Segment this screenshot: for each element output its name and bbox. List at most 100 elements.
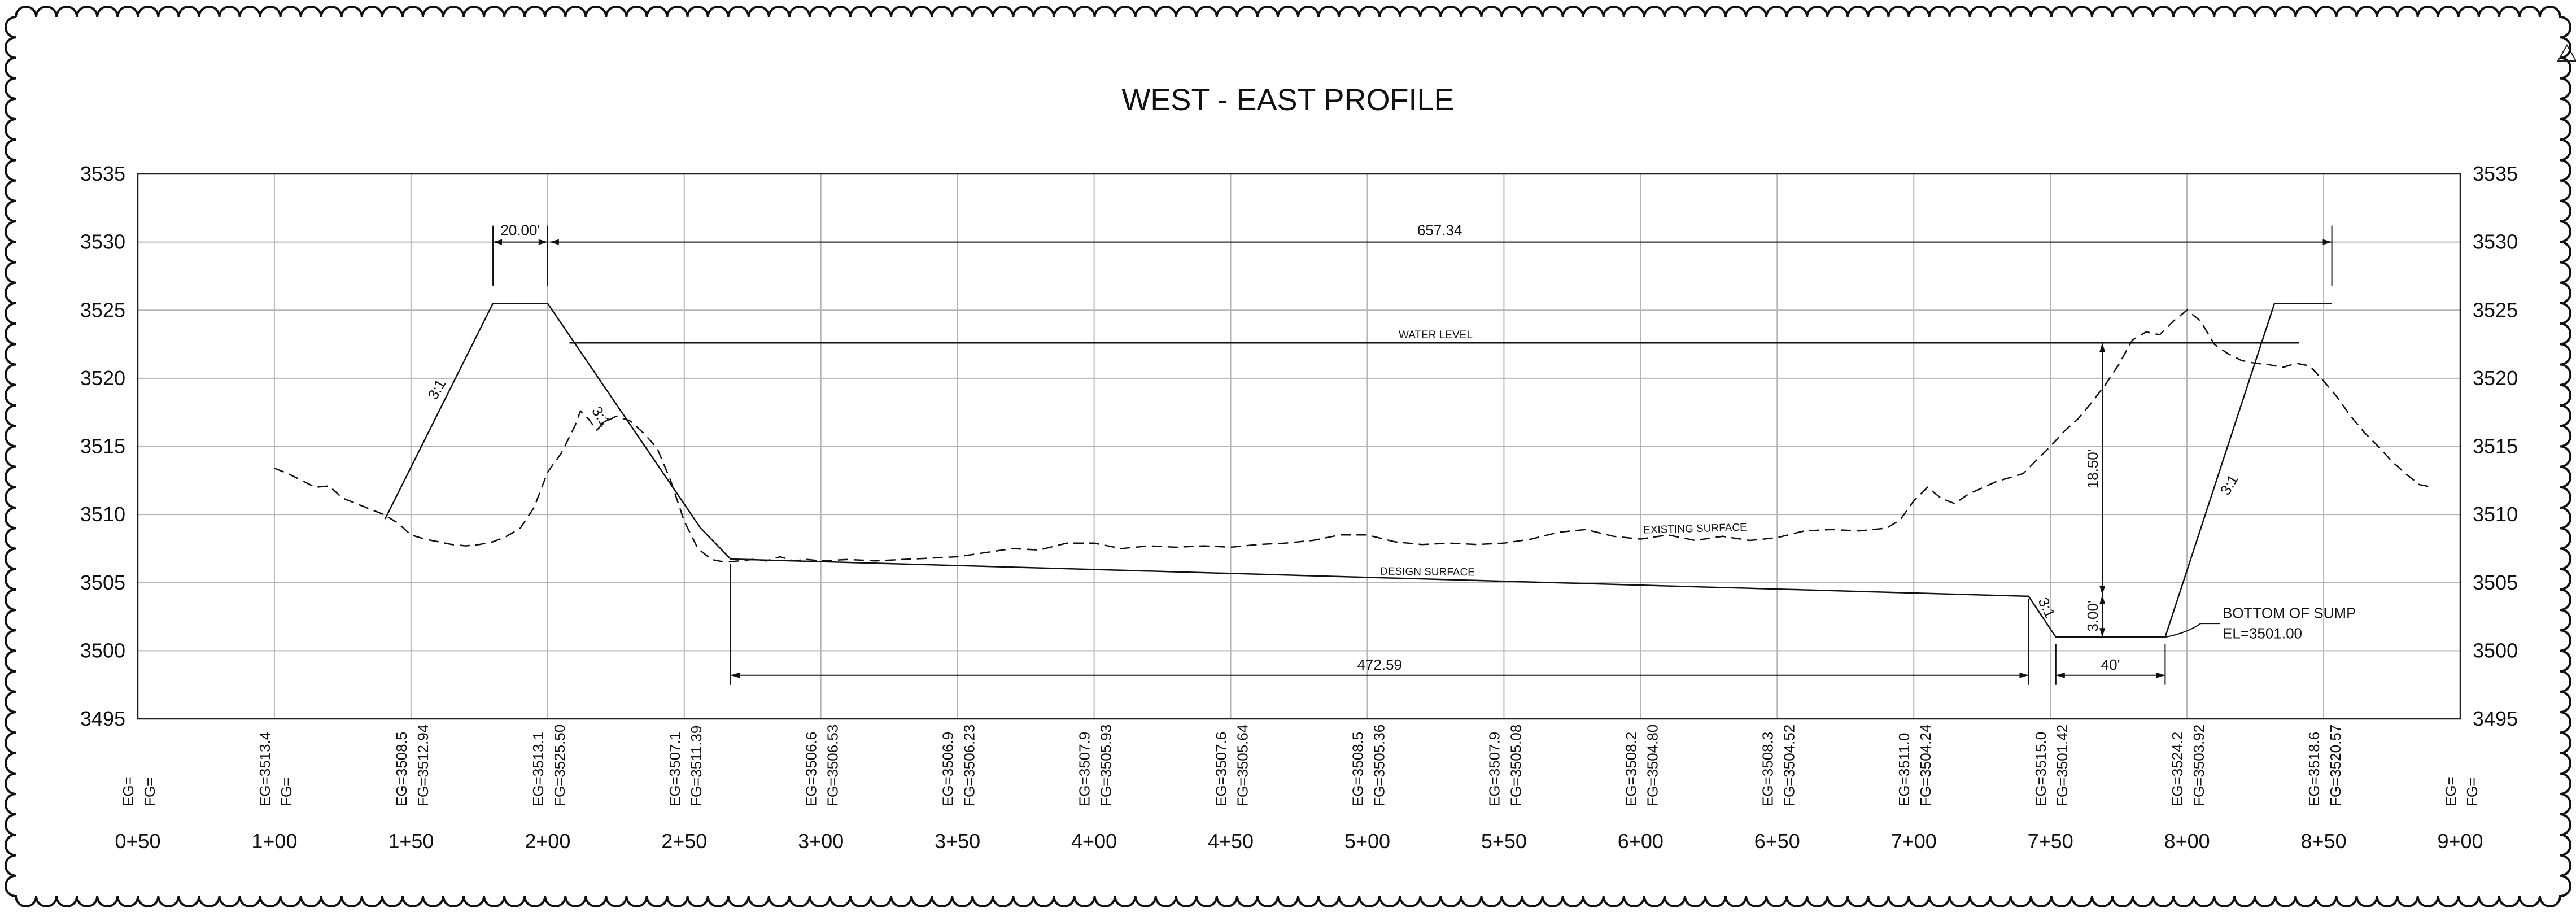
- station-eg-label: EG=: [2442, 776, 2459, 806]
- y-tick-label-right: 3535: [2473, 162, 2518, 185]
- x-tick-label: 8+50: [2301, 830, 2347, 853]
- dim-top-width-arrow-right: [538, 239, 548, 245]
- station-eg-label: EG=: [120, 776, 137, 806]
- dim-top-width-arrow-left: [493, 239, 503, 245]
- dim-bottom-arrow-right: [2019, 672, 2029, 678]
- x-tick-label: 5+50: [1481, 830, 1527, 853]
- station-eg-label: EG=3508.2: [1622, 732, 1639, 806]
- y-tick-label-left: 3495: [80, 707, 125, 730]
- y-tick-label-left: 3525: [80, 298, 125, 321]
- y-tick-label-right: 3500: [2473, 639, 2518, 662]
- dim-sump-depth-label: 3.00': [2084, 600, 2101, 632]
- station-eg-label: EG=3508.5: [1349, 732, 1366, 806]
- slope-label-3: 3:1: [2035, 595, 2059, 620]
- y-tick-label-right: 3530: [2473, 230, 2518, 254]
- x-tick-label: 3+50: [935, 830, 980, 853]
- station-fg-label: FG=3505.93: [1098, 725, 1115, 806]
- station-eg-label: EG=3507.1: [666, 732, 683, 806]
- station-eg-label: EG=3513.4: [256, 732, 273, 806]
- y-tick-label-left: 3515: [80, 435, 125, 458]
- station-fg-label: FG=3504.24: [1917, 725, 1934, 806]
- station-fg-label: FG=: [2464, 778, 2481, 806]
- dim-depth-label: 18.50': [2084, 449, 2101, 488]
- x-axis-ticks: 0+50 1+00 1+50 2+00 2+50 3+00 3+50 4+00 4+50 5+00…: [115, 830, 2483, 853]
- dim-overall-label: 657.34: [1417, 222, 1462, 239]
- station-eg-label: EG=3506.9: [940, 732, 957, 806]
- y-tick-label-right: 3520: [2473, 366, 2518, 390]
- dim-top-width-label: 20.00': [500, 222, 540, 239]
- dim-sump-width-arrow-right: [2156, 672, 2165, 678]
- dim-bottom-label: 472.59: [1357, 656, 1402, 673]
- x-tick-label: 1+50: [388, 830, 434, 853]
- station-eg-label: EG=3508.5: [393, 732, 410, 806]
- x-tick-label: 7+50: [2028, 830, 2073, 853]
- dimension-annotations: 20.00' 657.34 WATER LEVEL EXISTING SURFACE D…: [424, 222, 2356, 685]
- station-fg-label: FG=: [278, 778, 295, 806]
- dim-overall-arrow-left: [549, 239, 559, 245]
- x-tick-label: 7+00: [1891, 830, 1937, 853]
- dim-sump-depth-arrow-bottom: [2099, 628, 2106, 638]
- y-tick-label-left: 3510: [80, 503, 125, 526]
- station-eg-label: EG=3518.6: [2306, 732, 2322, 806]
- station-fg-label: FG=3504.52: [1780, 725, 1797, 806]
- y-tick-label-right: 3525: [2473, 298, 2518, 321]
- slope-label-2: 3:1: [588, 403, 614, 430]
- bottom-of-sump-label: BOTTOM OF SUMP: [2223, 604, 2356, 621]
- x-tick-label: 6+00: [1618, 830, 1664, 853]
- x-tick-label: 0+50: [115, 830, 160, 853]
- x-tick-label: 4+50: [1208, 830, 1254, 853]
- y-tick-label-right: 3495: [2473, 707, 2518, 730]
- sump-leader: [2165, 623, 2220, 638]
- y-tick-label-left: 3505: [80, 571, 125, 594]
- x-tick-label: 4+00: [1071, 830, 1117, 853]
- x-tick-label: 2+00: [525, 830, 570, 853]
- station-fg-label: FG=3506.23: [961, 725, 978, 806]
- plot-frame: [137, 173, 2461, 720]
- station-fg-label: FG=3520.57: [2327, 725, 2344, 806]
- station-eg-label: EG=3507.6: [1213, 732, 1230, 806]
- existing-surface-label: EXISTING SURFACE: [1643, 522, 1747, 536]
- revision-triangle-icon: [2557, 43, 2576, 62]
- y-axis-ticks: 3495 3495 3500 3500 3505 3505 3510 3510 3515 3515…: [80, 162, 2518, 730]
- design-surface-label: DESIGN SURFACE: [1380, 566, 1475, 579]
- dim-depth-arrow-bottom: [2099, 586, 2106, 595]
- dim-sump-depth-arrow-top: [2099, 595, 2106, 604]
- x-tick-label: 1+00: [251, 830, 297, 853]
- station-fg-label: FG=3505.64: [1234, 725, 1251, 806]
- series-existing-surface: [274, 309, 2433, 563]
- station-eg-label: EG=3524.2: [2169, 732, 2186, 806]
- dim-depth-arrow-top: [2099, 343, 2106, 352]
- station-elevation-labels: EG= FG= EG=3513.4 FG= EG=3508.5 FG=3512.94 EG=…: [120, 725, 2481, 806]
- chart-title: WEST - EAST PROFILE: [1121, 83, 1454, 117]
- station-eg-label: EG=3515.0: [2032, 732, 2049, 806]
- x-tick-label: 5+00: [1344, 830, 1390, 853]
- cloud-outline: [4, 6, 2572, 907]
- dim-overall-arrow-right: [2322, 239, 2332, 245]
- x-tick-label: 3+00: [798, 830, 844, 853]
- station-eg-label: EG=3511.0: [1896, 733, 1913, 806]
- station-fg-label: FG=3512.94: [414, 725, 431, 806]
- series-design-surface: [384, 302, 2332, 638]
- x-tick-label: 6+50: [1754, 830, 1800, 853]
- y-tick-label-left: 3535: [80, 162, 125, 185]
- y-tick-label-left: 3530: [80, 230, 125, 254]
- profile-series: [274, 302, 2433, 638]
- station-eg-label: EG=3508.3: [1759, 732, 1776, 806]
- station-eg-label: EG=3513.1: [530, 732, 547, 806]
- dim-bottom-arrow-left: [731, 672, 740, 678]
- water-level-label: WATER LEVEL: [1399, 329, 1473, 341]
- station-fg-label: FG=: [141, 778, 158, 806]
- revision-cloud-border: [4, 6, 2572, 907]
- dim-sump-width-arrow-left: [2055, 672, 2065, 678]
- station-fg-label: FG=3525.50: [551, 725, 568, 806]
- station-fg-label: FG=3511.39: [688, 726, 705, 806]
- y-tick-label-right: 3505: [2473, 571, 2518, 594]
- dim-sump-width-label: 40': [2101, 656, 2120, 673]
- station-fg-label: FG=3501.42: [2054, 725, 2071, 806]
- x-tick-label: 8+00: [2164, 830, 2210, 853]
- y-tick-label-left: 3500: [80, 639, 125, 662]
- y-tick-label-right: 3515: [2473, 435, 2518, 458]
- station-fg-label: FG=3505.36: [1370, 725, 1387, 806]
- x-tick-label: 9+00: [2437, 830, 2483, 853]
